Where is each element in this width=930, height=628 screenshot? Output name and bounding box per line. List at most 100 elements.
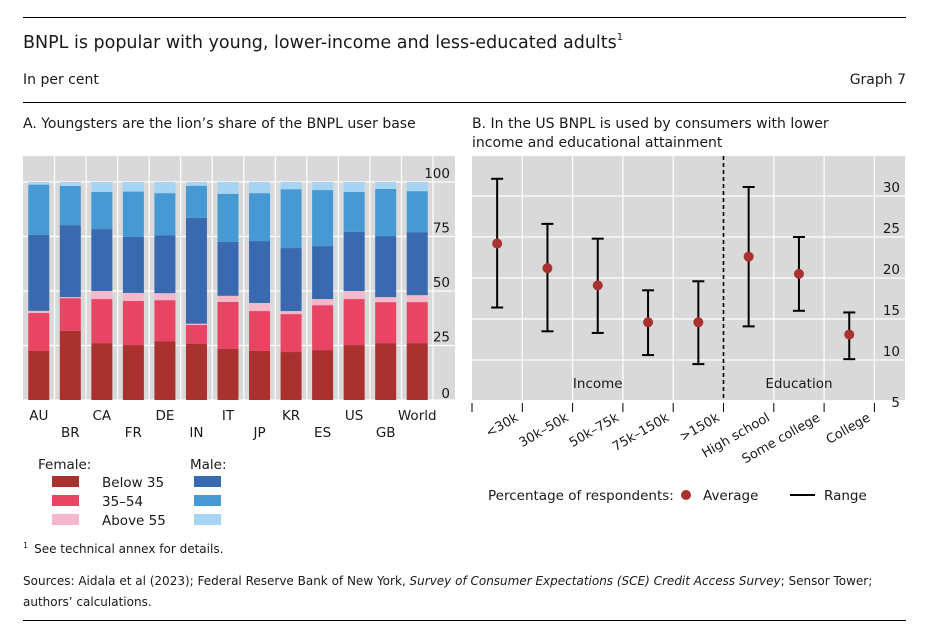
average-marker [542, 263, 553, 274]
legend-swatch-male-35-54 [194, 495, 221, 506]
bar-segment [343, 182, 365, 193]
bar-segment [185, 323, 207, 326]
group-label-income: Income [573, 376, 623, 392]
bar-segment [28, 182, 50, 185]
bar-segment [375, 236, 397, 298]
panel-a-ytick-label: 0 [441, 386, 450, 402]
bar-segment [28, 234, 50, 311]
panel-a-xtick-label: IT [222, 408, 235, 424]
bar-segment [249, 302, 271, 312]
bar-segment [406, 302, 428, 344]
panel-a-xtick-label: IN [189, 425, 203, 441]
bar-segment [312, 350, 334, 400]
legend-prefix: Percentage of respondents: [488, 488, 674, 504]
bar-segment [91, 291, 113, 300]
panel-b-title: B. In the US BNPL is used by consumers w… [472, 116, 829, 151]
bar-segment [185, 182, 207, 186]
bar-segment [375, 297, 397, 303]
panel-a-xtick-label: US [345, 408, 363, 424]
bar-segment [249, 182, 271, 194]
average-marker [743, 251, 754, 262]
bar-segment [154, 341, 176, 400]
panel-b-ytick-label: 25 [883, 221, 900, 237]
panel-b-ytick-label: 20 [883, 262, 900, 278]
bar-segment [343, 231, 365, 291]
legend-swatch-female-35-54 [52, 495, 79, 506]
bar-segment [28, 313, 50, 351]
bar-segment [312, 305, 334, 351]
legend-average-label: Average [703, 488, 758, 504]
bar-segment [406, 191, 428, 233]
header-rule [23, 102, 906, 103]
average-marker [693, 317, 704, 328]
panel-a-xtick-label: BR [61, 425, 80, 441]
panel-a-xtick-label: AU [29, 408, 48, 424]
bar-segment [59, 182, 81, 186]
panel-a-ytick-label: 100 [424, 166, 450, 182]
legend-swatch-male-above55 [194, 514, 221, 525]
panel-b-ytick-label: 10 [883, 344, 900, 360]
panel-b-xtick-label: 75k–150k [610, 410, 672, 455]
bar-segment [91, 229, 113, 291]
bar-segment [91, 182, 113, 193]
panel-a-xtick-label: World [398, 408, 437, 424]
bar-segment [28, 350, 50, 400]
average-marker [793, 268, 804, 279]
average-marker [844, 329, 855, 340]
bar-segment [280, 248, 302, 312]
bar-segment [59, 298, 81, 331]
sources: Sources: Aidala et al (2023); Federal Re… [23, 574, 873, 609]
legend-average-marker [681, 490, 691, 500]
panel-a-xtick-label: JP [252, 425, 265, 441]
bar-segment [154, 182, 176, 194]
bar-segment [375, 343, 397, 400]
bar-segment [91, 299, 113, 344]
bar-segment [122, 301, 144, 346]
bar-segment [406, 295, 428, 303]
bar-segment [122, 182, 144, 192]
bar-segment [343, 291, 365, 300]
bar-segment [280, 352, 302, 400]
legend-female-header: Female: [38, 457, 91, 473]
bar-segment [312, 299, 334, 306]
bar-segment [343, 299, 365, 346]
footnote: 1 See technical annex for details. [23, 541, 224, 556]
bar-segment [312, 190, 334, 247]
bar-segment [91, 192, 113, 230]
legend-swatch-female-above55 [52, 514, 79, 525]
bar-segment [154, 193, 176, 236]
bar-segment [280, 189, 302, 249]
bar-segment [185, 185, 207, 218]
bar-segment [280, 311, 302, 315]
bar-segment [217, 182, 239, 194]
top-rule [23, 17, 906, 18]
panel-b-xtick-label: <30k [483, 410, 521, 441]
average-marker [492, 238, 503, 249]
bar-segment [28, 310, 50, 314]
panel-a-title: A. Youngsters are the lion’s share of th… [23, 116, 416, 132]
panel-a-ytick-label: 75 [433, 221, 450, 237]
bar-segment [185, 217, 207, 324]
bar-segment [249, 241, 271, 303]
bar-segment [217, 295, 239, 302]
bar-segment [154, 300, 176, 342]
bar-segment [280, 314, 302, 353]
bar-segment [217, 193, 239, 242]
bar-segment [217, 301, 239, 349]
bar-segment [249, 350, 271, 400]
graph-number: Graph 7 [849, 72, 906, 88]
bar-segment [59, 185, 81, 226]
graph-title: BNPL is popular with young, lower-income… [23, 32, 624, 53]
panel-b-ytick-label: 15 [883, 303, 900, 319]
bar-segment [312, 246, 334, 300]
legend-label: Below 35 [102, 475, 164, 491]
bar-segment [217, 241, 239, 296]
bar-segment [249, 311, 271, 351]
panel-a-xtick-label: FR [125, 425, 142, 441]
legend-label: Above 55 [102, 513, 166, 529]
panel-b-ytick-label: 30 [883, 180, 900, 196]
unit-label: In per cent [23, 72, 99, 88]
group-label-education: Education [765, 376, 832, 392]
